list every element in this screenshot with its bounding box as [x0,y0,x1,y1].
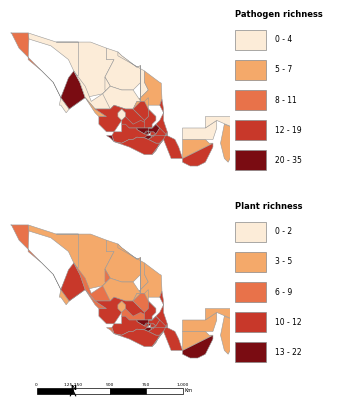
FancyBboxPatch shape [235,252,266,272]
Polygon shape [118,244,148,293]
Polygon shape [221,308,243,354]
Polygon shape [145,301,156,320]
Polygon shape [56,42,114,98]
Text: Km: Km [185,388,193,393]
Polygon shape [11,225,69,301]
FancyBboxPatch shape [235,312,266,332]
Polygon shape [133,290,156,312]
Polygon shape [145,323,148,327]
Polygon shape [28,225,85,301]
Text: 5 - 7: 5 - 7 [275,66,292,74]
Bar [37,388,73,394]
Polygon shape [118,109,125,120]
Polygon shape [137,258,162,297]
Polygon shape [95,297,152,324]
Bar [110,388,146,394]
Polygon shape [118,52,148,101]
Polygon shape [183,143,213,166]
Polygon shape [11,33,69,109]
Polygon shape [137,320,152,326]
Polygon shape [114,329,164,347]
Polygon shape [137,66,162,105]
Polygon shape [95,105,152,132]
Polygon shape [105,48,141,90]
Polygon shape [183,312,217,332]
Polygon shape [118,301,125,312]
Polygon shape [148,291,167,335]
Polygon shape [145,131,148,135]
FancyBboxPatch shape [235,30,266,50]
Polygon shape [133,293,148,312]
Text: 500: 500 [105,383,114,387]
Polygon shape [61,71,85,109]
Polygon shape [85,290,106,308]
Bar [73,388,110,394]
Polygon shape [145,316,167,335]
Text: Plant richness: Plant richness [235,202,303,211]
Text: 0 - 4: 0 - 4 [275,35,292,44]
Polygon shape [61,263,85,301]
Polygon shape [151,132,156,136]
Polygon shape [112,316,148,335]
Bar [146,388,183,394]
Polygon shape [183,332,213,350]
Text: 1,000: 1,000 [176,383,189,387]
Polygon shape [152,128,183,158]
Polygon shape [103,86,141,109]
Polygon shape [152,320,183,350]
Polygon shape [145,124,167,143]
Polygon shape [114,137,164,155]
Polygon shape [59,290,72,305]
Polygon shape [183,335,213,358]
Text: 20 - 35: 20 - 35 [275,156,302,165]
FancyBboxPatch shape [235,60,266,80]
Polygon shape [103,278,141,301]
Text: 0 - 2: 0 - 2 [275,227,292,236]
FancyBboxPatch shape [235,120,266,140]
Polygon shape [122,116,148,128]
Text: Pathogen richness: Pathogen richness [235,10,323,19]
Text: 13 - 22: 13 - 22 [275,348,302,357]
Polygon shape [106,136,114,142]
Text: 750: 750 [142,383,150,387]
Text: 8 - 11: 8 - 11 [275,96,297,104]
FancyBboxPatch shape [235,90,266,110]
Polygon shape [137,128,152,134]
Text: 125 250: 125 250 [64,383,82,387]
Polygon shape [145,136,152,140]
Polygon shape [85,98,106,116]
Polygon shape [151,324,156,328]
Polygon shape [183,140,213,158]
Polygon shape [133,101,148,120]
Text: 10 - 12: 10 - 12 [275,318,302,326]
Text: N: N [70,385,76,391]
Polygon shape [122,308,148,320]
Polygon shape [74,263,114,301]
Polygon shape [112,124,148,143]
Polygon shape [206,116,236,128]
Polygon shape [74,71,114,109]
Polygon shape [145,328,152,332]
Text: 3 - 5: 3 - 5 [275,258,292,266]
FancyBboxPatch shape [235,282,266,302]
Polygon shape [183,120,217,140]
Polygon shape [133,98,156,120]
Polygon shape [28,33,85,109]
Text: 0: 0 [35,383,38,387]
Polygon shape [56,234,114,290]
Text: 12 - 19: 12 - 19 [275,126,302,134]
Polygon shape [148,99,167,143]
Text: 6 - 9: 6 - 9 [275,288,292,296]
FancyBboxPatch shape [235,342,266,362]
FancyBboxPatch shape [235,222,266,242]
Polygon shape [106,328,114,334]
Polygon shape [206,308,236,320]
FancyBboxPatch shape [235,150,266,170]
Polygon shape [221,116,243,162]
Polygon shape [105,240,141,282]
Polygon shape [145,109,156,128]
Polygon shape [59,98,72,113]
